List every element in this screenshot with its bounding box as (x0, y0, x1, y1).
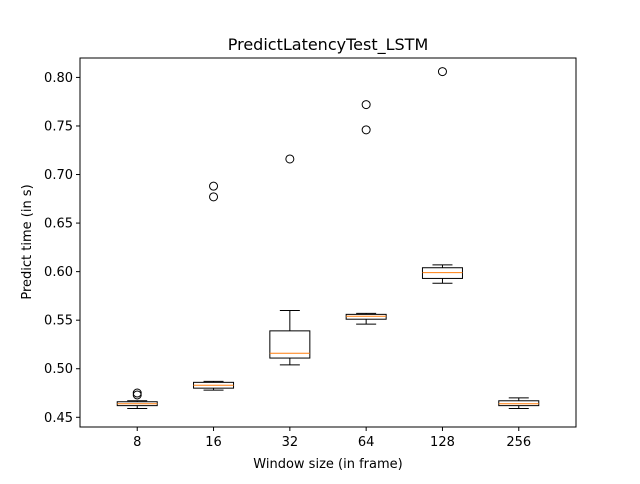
outlier-point (437, 67, 447, 77)
x-tick-label: 128 (430, 435, 455, 450)
y-tick-label: 0.80 (44, 71, 73, 86)
x-axis-title: Window size (in frame) (253, 457, 402, 472)
y-tick-label: 0.45 (44, 411, 73, 426)
outlier-point (361, 100, 371, 110)
y-tick-label: 0.70 (44, 168, 73, 183)
y-axis-title: Predict time (in s) (20, 184, 35, 299)
outlier-point (209, 192, 219, 202)
x-tick-label: 8 (133, 435, 141, 450)
outlier-point (285, 154, 295, 164)
box-iqr (269, 330, 311, 359)
box-group (116, 388, 158, 410)
box-group (345, 100, 387, 325)
outlier-point (132, 388, 142, 398)
axes-layer: 0.45 0.50 0.55 0.60 0.65 0.70 0.75 0.80 8 16 32 64 1… (44, 71, 531, 450)
x-tick-label: 64 (358, 435, 375, 450)
y-tick-label: 0.50 (44, 362, 73, 377)
x-tick-label: 32 (282, 435, 299, 450)
outlier-point (209, 181, 219, 191)
outlier-point (361, 125, 371, 135)
box-group (498, 397, 540, 410)
y-tick-label: 0.65 (44, 217, 73, 232)
chart-title: PredictLatencyTest_LSTM (228, 35, 429, 55)
y-tick-label: 0.75 (44, 119, 73, 134)
box-group (193, 181, 235, 391)
plot-frame (79, 57, 577, 428)
x-tick-label: 16 (205, 435, 222, 450)
boxes-layer (116, 67, 540, 410)
y-tick-label: 0.60 (44, 265, 73, 280)
box-group (269, 154, 311, 366)
box-group (421, 67, 463, 284)
y-tick-label: 0.55 (44, 314, 73, 329)
x-tick-label: 256 (506, 435, 531, 450)
